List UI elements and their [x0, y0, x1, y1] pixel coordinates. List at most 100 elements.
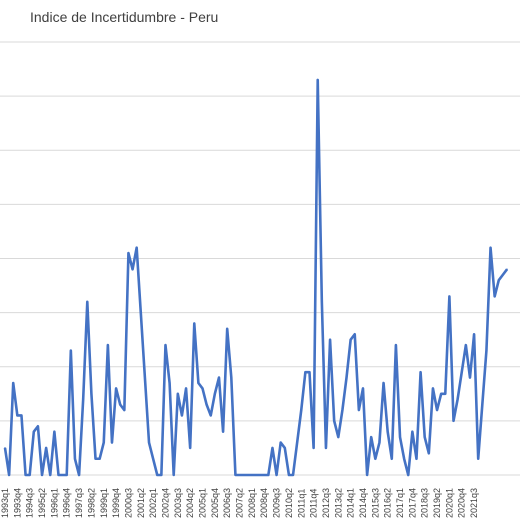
data-point: [131, 268, 134, 271]
data-point: [448, 295, 451, 298]
data-point: [197, 382, 200, 384]
data-point: [432, 387, 434, 390]
data-point: [481, 403, 484, 406]
x-tick-labels: 1993q1 1993q4 1994q3 1995q2 1996q1 1996q4 1997…: [0, 488, 479, 518]
x-tick-label: 1996q1: [49, 488, 59, 518]
x-tick-label: 2011q1: [296, 489, 306, 518]
data-point: [168, 382, 171, 384]
x-tick-label: 2011q4: [309, 489, 319, 518]
data-point: [115, 387, 117, 390]
data-point: [428, 452, 430, 455]
x-tick-label: 2019q2: [432, 488, 442, 518]
data-point: [20, 414, 23, 417]
data-point: [37, 425, 39, 428]
data-point: [152, 457, 154, 460]
data-point: [497, 279, 500, 281]
data-point: [353, 333, 356, 336]
data-point: [148, 441, 150, 444]
data-point: [61, 474, 64, 476]
x-tick-label: 1995q2: [37, 488, 47, 518]
data-point: [436, 409, 438, 411]
data-point: [24, 474, 27, 476]
data-point: [49, 474, 52, 476]
data-point: [65, 474, 68, 476]
data-point: [102, 441, 105, 444]
data-point: [238, 474, 241, 476]
data-point: [395, 344, 397, 346]
data-point: [172, 474, 175, 476]
data-point: [362, 387, 364, 390]
x-tick-label: 2013q2: [333, 488, 343, 518]
data-point: [111, 441, 113, 444]
data-point: [74, 457, 76, 460]
data-point: [502, 273, 504, 276]
data-point: [226, 328, 228, 330]
data-point: [222, 430, 224, 433]
data-point: [374, 457, 377, 460]
data-point: [139, 311, 142, 314]
data-point: [251, 474, 253, 476]
x-tick-label: 2003q3: [173, 488, 183, 518]
x-tick-label: 2004q2: [185, 488, 195, 518]
data-point: [403, 457, 405, 460]
data-point: [337, 436, 340, 438]
data-point: [452, 420, 455, 422]
x-tick-label: 1996q4: [62, 488, 72, 518]
x-tick-label: 2021q3: [469, 488, 479, 518]
data-point: [107, 344, 109, 346]
data-point: [477, 457, 479, 460]
data-point: [41, 474, 43, 476]
x-tick-label: 1999q4: [111, 488, 121, 518]
data-point: [288, 474, 290, 476]
x-tick-label: 2008q1: [247, 488, 257, 518]
data-point: [123, 409, 126, 411]
data-point: [329, 338, 331, 341]
x-tick-label: 2012q3: [321, 488, 331, 518]
x-tick-label: 1993q4: [12, 488, 22, 518]
data-point: [316, 79, 319, 81]
data-point: [189, 447, 191, 449]
x-tick-label: 2014q4: [358, 488, 368, 518]
data-point: [333, 420, 335, 422]
x-tick-label: 2002q4: [160, 488, 170, 518]
x-tick-label: 1993q1: [0, 488, 10, 518]
data-point: [181, 414, 183, 417]
series-line: [3, 78, 509, 477]
data-point: [267, 474, 270, 476]
data-point: [45, 447, 47, 449]
x-tick-label: 2017q1: [395, 488, 405, 518]
data-point: [57, 474, 60, 476]
data-point: [321, 301, 323, 303]
data-point: [164, 344, 167, 346]
data-point: [263, 474, 266, 476]
data-point: [415, 457, 418, 460]
data-point: [70, 349, 72, 352]
data-point: [98, 457, 101, 460]
data-point: [193, 322, 196, 325]
data-point: [230, 376, 233, 379]
data-point: [308, 371, 311, 373]
x-tick-label: 2005q1: [198, 488, 208, 518]
x-tick-label: 2020q1: [444, 488, 454, 518]
data-point: [469, 376, 471, 379]
data-point: [456, 398, 459, 401]
x-tick-label: 2009q3: [272, 488, 282, 518]
data-point: [234, 474, 237, 476]
data-point: [255, 474, 257, 476]
x-tick-label: 2016q2: [383, 488, 393, 518]
data-point: [349, 338, 352, 341]
data-point: [82, 398, 84, 401]
data-point: [33, 430, 35, 433]
x-tick-label: 2005q4: [210, 488, 220, 518]
x-tick-label: 2015q3: [370, 488, 380, 518]
x-tick-label: 2000q3: [123, 488, 133, 518]
x-tick-label: 2006q3: [222, 488, 232, 518]
data-point: [284, 447, 286, 449]
data-point: [4, 447, 6, 449]
data-point: [214, 393, 216, 395]
data-point: [460, 371, 463, 373]
data-point: [86, 301, 89, 303]
x-tick-label: 2001q2: [136, 488, 146, 518]
data-point: [12, 382, 15, 384]
x-tick-label: 1998q2: [86, 488, 96, 518]
